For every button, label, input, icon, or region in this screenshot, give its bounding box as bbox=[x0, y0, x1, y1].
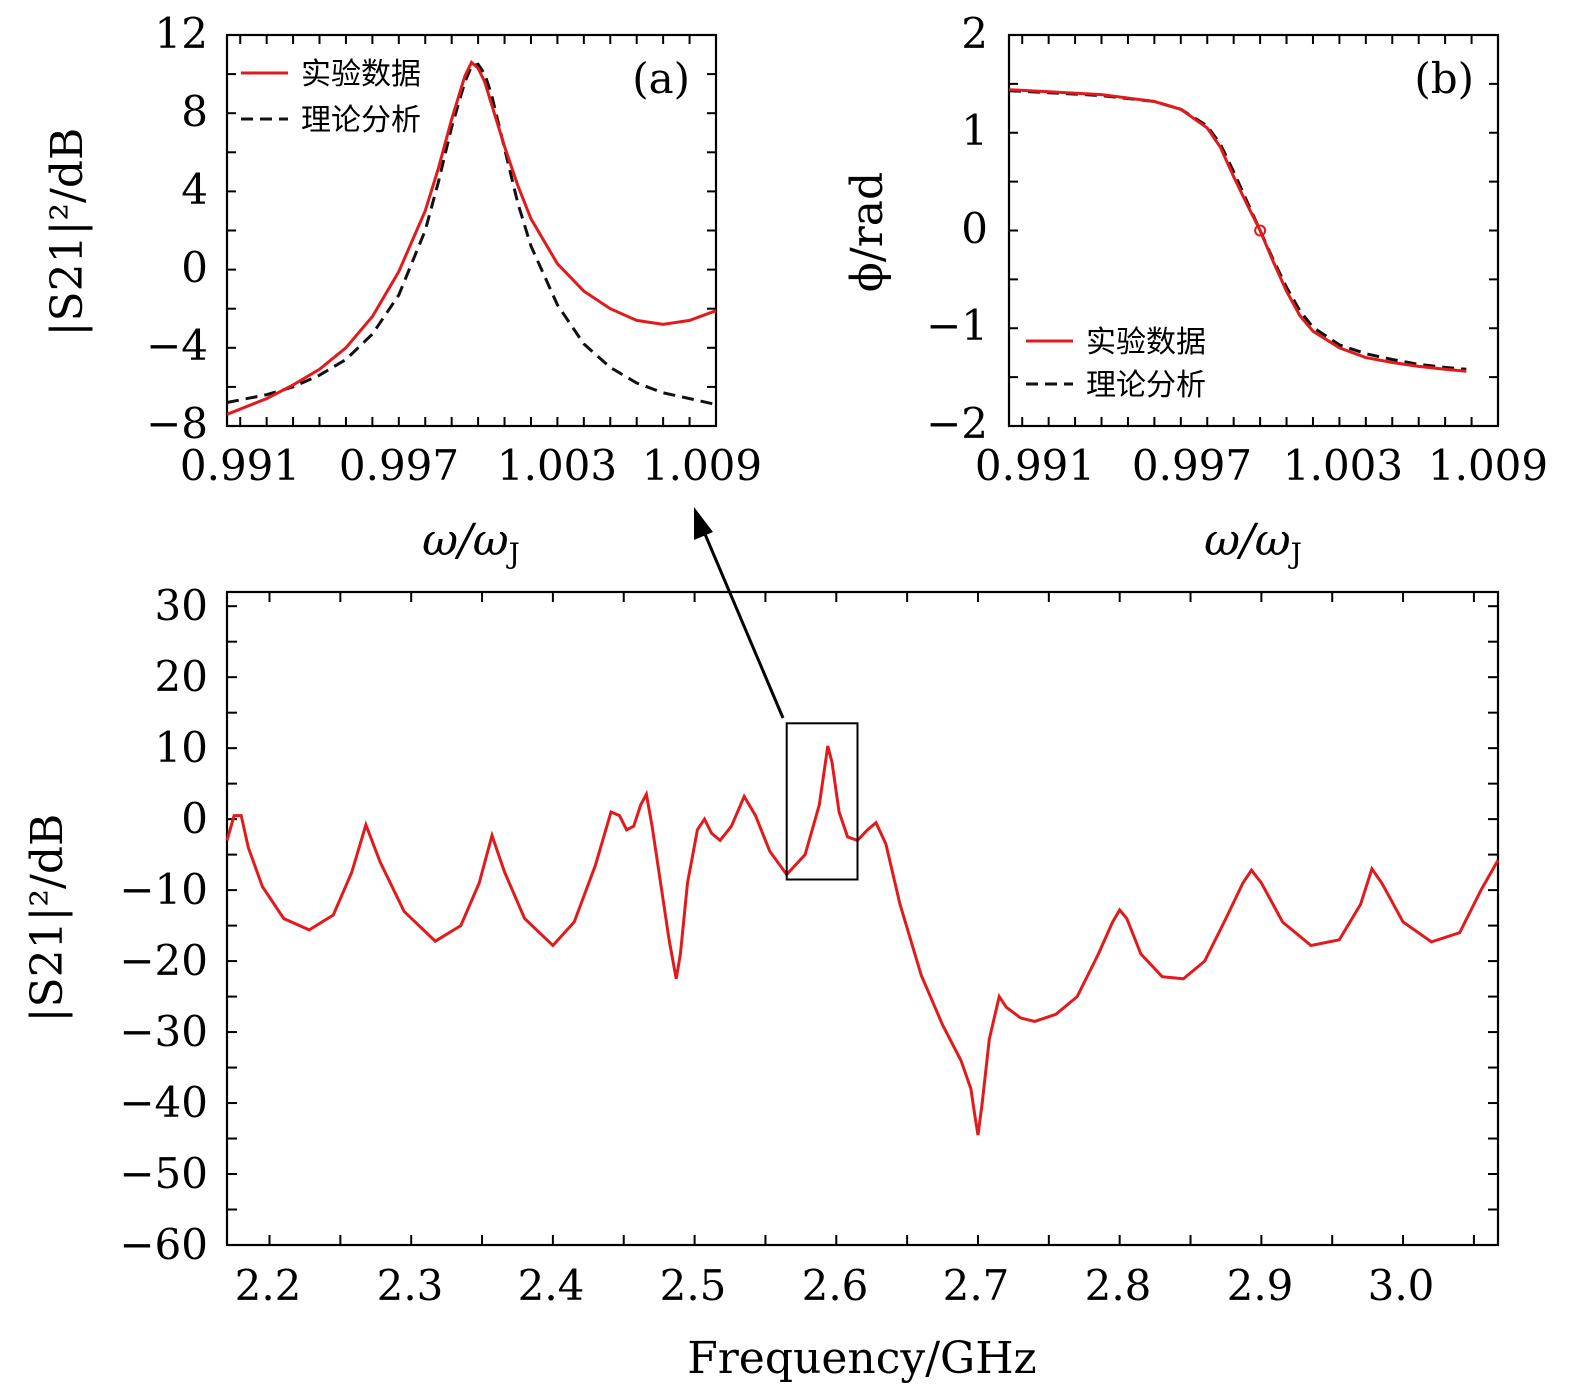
panel-a-xticklabel: 1.003 bbox=[497, 441, 617, 490]
panel-a-curves bbox=[226, 59, 717, 416]
panel-b-ticks bbox=[1009, 34, 1499, 427]
panel-a-ticks bbox=[227, 34, 717, 427]
panel-main-xticklabel: 2.9 bbox=[1227, 1261, 1294, 1310]
panel-main-yticklabel: 20 bbox=[155, 652, 208, 701]
panel-main-xticklabel: 3.0 bbox=[1368, 1261, 1435, 1310]
panel-b-xticklabel: 0.997 bbox=[1132, 441, 1252, 490]
panel-a-yticklabel: 8 bbox=[181, 87, 208, 136]
series-experiment-line bbox=[226, 59, 717, 416]
panel-main-ylabel: |S21|²/dB bbox=[22, 814, 73, 1023]
panel-main-xticklabel: 2.3 bbox=[377, 1261, 444, 1310]
zoom-arrow-line bbox=[700, 526, 785, 719]
panel-b-curves bbox=[1008, 88, 1467, 373]
series-experiment-line bbox=[1008, 88, 1467, 373]
panel-a-yticklabel: 0 bbox=[181, 243, 208, 292]
legend-label-experiment: 实验数据 bbox=[1086, 325, 1206, 360]
panel-main-frame bbox=[225, 590, 1500, 1247]
panel-main-yticklabel: −50 bbox=[119, 1149, 208, 1198]
panel-b-yticklabel: −2 bbox=[926, 399, 988, 448]
panel-main: 30 20 10 0 −10 −20 −30 −40 −50 −60 2.2 2… bbox=[22, 507, 1500, 1384]
panel-main-xlabel: Frequency/GHz bbox=[687, 1333, 1037, 1384]
panel-b-label: (b) bbox=[1414, 54, 1474, 103]
panel-b-yticklabel: 0 bbox=[961, 204, 988, 253]
panel-main-curves bbox=[225, 745, 1500, 1136]
panel-main-yticklabel: 30 bbox=[155, 581, 208, 630]
panel-main-xticklabel: 2.7 bbox=[943, 1261, 1010, 1310]
legend-label-theory: 理论分析 bbox=[301, 103, 421, 138]
panel-main-yticklabel: −60 bbox=[119, 1220, 208, 1269]
panel-a-yticklabel: 4 bbox=[181, 165, 208, 214]
panel-a: −8 −4 0 4 8 12 0.991 0.997 1.003 1.009 ω… bbox=[42, 9, 762, 570]
panel-main-xticklabel: 2.8 bbox=[1085, 1261, 1152, 1310]
panel-b-ylabel: ϕ/rad bbox=[842, 172, 893, 292]
legend-label-theory: 理论分析 bbox=[1086, 368, 1206, 403]
legend-label-experiment: 实验数据 bbox=[301, 57, 421, 92]
series-experiment-line bbox=[225, 745, 1500, 1136]
panel-a-yticklabel: 12 bbox=[155, 9, 208, 58]
panel-main-xticklabel: 2.6 bbox=[802, 1261, 869, 1310]
panel-b-xticklabel: 0.991 bbox=[975, 441, 1095, 490]
panel-main-yticklabel: 10 bbox=[155, 723, 208, 772]
panel-main-yticklabel: −10 bbox=[119, 865, 208, 914]
panel-main-yticklabel: −30 bbox=[119, 1007, 208, 1056]
resonance-marker bbox=[1254, 224, 1267, 237]
panel-b-legend: 实验数据 理论分析 bbox=[1026, 325, 1206, 403]
panel-a-label: (a) bbox=[632, 54, 690, 103]
panel-main-yticklabel: −20 bbox=[119, 936, 208, 985]
panel-a-legend: 实验数据 理论分析 bbox=[241, 57, 421, 138]
panel-b: −2 −1 0 1 2 0.991 0.997 1.003 1.009 ω/ωJ… bbox=[842, 9, 1548, 570]
panel-main-yticklabel: 0 bbox=[181, 794, 208, 843]
panel-a-xticklabel: 0.991 bbox=[180, 441, 300, 490]
panel-b-yticklabel: 2 bbox=[961, 9, 988, 58]
panel-b-yticklabel: −1 bbox=[926, 301, 988, 350]
series-theory-line bbox=[1008, 89, 1467, 371]
zoom-arrow bbox=[694, 507, 785, 719]
panel-a-xticklabel: 0.997 bbox=[339, 441, 459, 490]
panel-a-xlabel: ω/ωJ bbox=[422, 515, 520, 570]
panel-b-xticklabel: 1.003 bbox=[1283, 441, 1403, 490]
zoom-arrow-head bbox=[694, 507, 713, 540]
panel-a-yticklabel: −8 bbox=[146, 399, 208, 448]
panel-a-xticklabel: 1.009 bbox=[642, 441, 762, 490]
zoom-region-box bbox=[785, 722, 859, 881]
panel-main-xticklabel: 2.5 bbox=[660, 1261, 727, 1310]
panel-b-xticklabel: 1.009 bbox=[1428, 441, 1548, 490]
panel-a-yticklabel: −4 bbox=[146, 321, 208, 370]
panel-main-xticklabel: 2.2 bbox=[235, 1261, 302, 1310]
panel-main-ticks bbox=[227, 592, 1498, 1246]
panel-main-yticklabel: −40 bbox=[119, 1078, 208, 1127]
panel-main-xticklabel: 2.4 bbox=[518, 1261, 585, 1310]
panel-a-ylabel: |S21|²/dB bbox=[42, 128, 93, 337]
panel-b-xlabel: ω/ωJ bbox=[1204, 515, 1302, 570]
panel-b-yticklabel: 1 bbox=[961, 106, 988, 155]
series-theory-line bbox=[226, 62, 717, 406]
